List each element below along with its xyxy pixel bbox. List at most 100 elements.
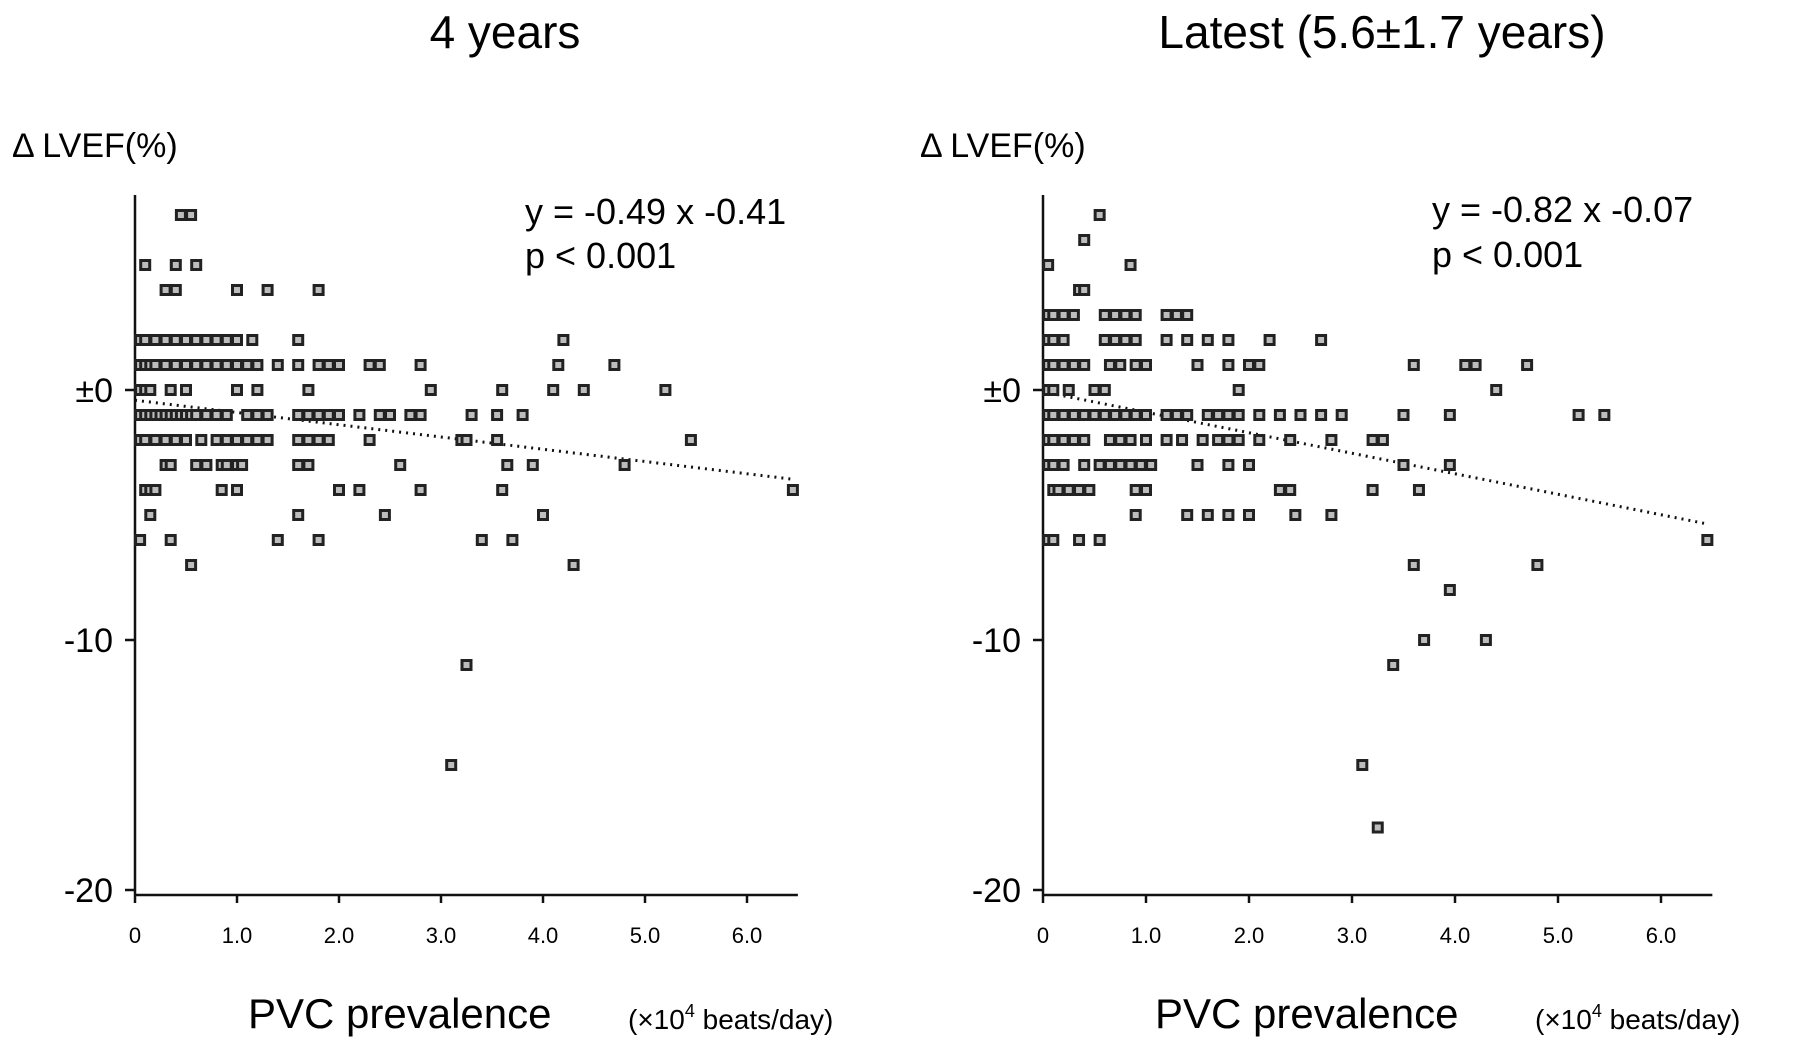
data-point [322, 359, 335, 371]
data-point [1078, 459, 1091, 471]
data-point [1140, 409, 1152, 421]
data-point [1119, 409, 1132, 421]
data-point [1222, 434, 1235, 446]
data-point [1387, 659, 1400, 671]
data-point [312, 409, 325, 421]
data-point [312, 284, 325, 296]
data-point [1289, 509, 1302, 521]
data-point [1057, 359, 1070, 371]
data-point [1088, 409, 1101, 421]
data-point [1093, 209, 1106, 221]
data-point [164, 384, 177, 396]
data-point [1325, 509, 1338, 521]
data-point [246, 334, 259, 346]
data-point [149, 484, 162, 496]
data-point [220, 359, 233, 371]
x-unit-exponent: 4 [685, 1001, 695, 1021]
data-point [174, 209, 187, 221]
data-point [149, 434, 162, 446]
data-point [1129, 359, 1142, 371]
data-point [424, 384, 437, 396]
data-point [1371, 821, 1384, 834]
data-point [1047, 309, 1060, 321]
data-point [1176, 434, 1189, 446]
data-point [1098, 384, 1111, 396]
y-tick-label: -10 [64, 622, 113, 660]
data-point [516, 409, 529, 421]
y-tick-label: ±0 [75, 372, 113, 410]
data-point [1443, 409, 1456, 421]
data-point [491, 409, 504, 421]
data-point [1098, 409, 1111, 421]
data-point [1397, 459, 1410, 471]
data-point [1047, 384, 1060, 396]
data-point [1531, 559, 1544, 571]
x-unit-exponent: 4 [1592, 1001, 1602, 1021]
data-point [567, 559, 580, 571]
data-point [220, 459, 233, 471]
data-point [1243, 359, 1255, 371]
data-point [1067, 434, 1080, 446]
data-point [491, 434, 504, 446]
data-point [312, 359, 325, 371]
x-tick-label: 4.0 [1440, 923, 1471, 948]
data-point [353, 409, 366, 421]
data-point [1443, 459, 1456, 471]
data-point [149, 359, 162, 371]
data-point [1047, 534, 1060, 546]
data-point [169, 284, 182, 296]
data-point [1052, 484, 1065, 496]
data-point [1114, 359, 1127, 371]
data-point [373, 359, 386, 371]
data-point [220, 334, 233, 346]
data-point [1042, 259, 1055, 271]
data-point [1201, 334, 1214, 346]
data-point [312, 434, 325, 446]
data-point [445, 759, 458, 771]
data-point [1397, 409, 1410, 421]
x-tick-label: 0 [1037, 923, 1049, 948]
data-point [1170, 409, 1183, 421]
data-point [292, 434, 305, 446]
data-point [1114, 434, 1127, 446]
data-point [618, 459, 631, 471]
data-point [241, 409, 254, 421]
y-tick-label: -20 [972, 872, 1021, 910]
x-unit-prefix: (×10 [1535, 1004, 1592, 1035]
data-point [190, 359, 203, 371]
data-point [1181, 334, 1194, 346]
data-point [1572, 409, 1585, 421]
data-point [1273, 409, 1286, 421]
data-point [251, 434, 264, 446]
data-point [1047, 459, 1060, 471]
data-point [414, 484, 427, 496]
data-point [1140, 434, 1152, 446]
data-point [1093, 534, 1106, 546]
data-point [1469, 359, 1482, 371]
data-point [159, 284, 172, 296]
data-point [394, 459, 407, 471]
x-tick-label: 6.0 [1646, 923, 1677, 948]
regression-equation: y = -0.82 x -0.07 [1432, 189, 1693, 230]
data-point [1181, 409, 1194, 421]
data-point [292, 359, 305, 371]
data-point [1067, 309, 1080, 321]
x-unit-suffix: beats/day) [1602, 1004, 1741, 1035]
data-point [1366, 484, 1379, 496]
data-point [190, 459, 203, 471]
data-point [1124, 259, 1137, 271]
data-point [180, 384, 192, 396]
data-point [231, 384, 243, 396]
data-point [1412, 484, 1425, 496]
chart-title: Latest (5.6±1.7 years) [1158, 6, 1605, 58]
x-unit-suffix: beats/day) [695, 1004, 834, 1035]
data-point [302, 434, 315, 446]
data-point [414, 359, 427, 371]
data-point [1119, 309, 1132, 321]
data-point [1181, 509, 1194, 521]
data-point [1047, 409, 1060, 421]
data-point [159, 434, 172, 446]
data-point [215, 484, 228, 496]
data-point [1103, 359, 1116, 371]
